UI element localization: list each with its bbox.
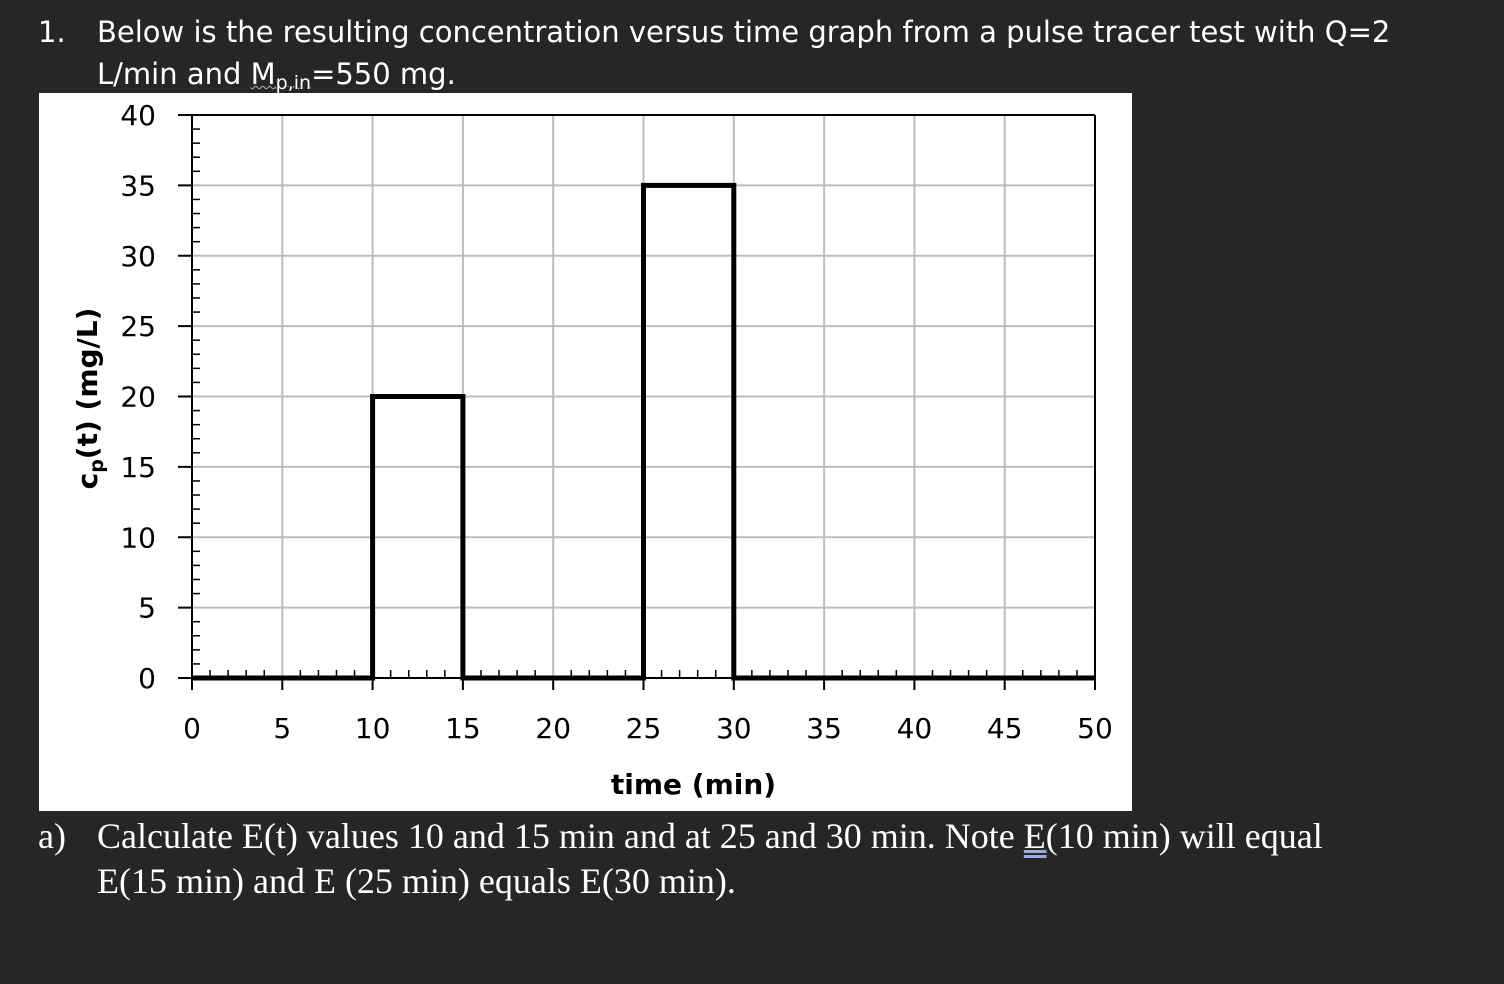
- part-a-line2: E(15 min) and E (25 min) equals E(30 min…: [97, 861, 736, 901]
- concentration-series-line: [192, 182, 1095, 681]
- y-tick-label: 35: [120, 169, 156, 202]
- x-tick-label: 45: [987, 712, 1023, 745]
- x-tick-label: 0: [183, 712, 201, 745]
- question-line2-suffix: =550 mg.: [311, 57, 456, 91]
- part-a-underlined-text: E(: [1023, 816, 1058, 856]
- y-tick-label: 20: [120, 381, 156, 414]
- question-text-line1: Below is the resulting concentration ver…: [97, 15, 1391, 49]
- question-number: 1.: [38, 15, 66, 49]
- x-tick-label: 5: [273, 712, 291, 745]
- y-tick-label: 5: [138, 592, 156, 625]
- y-tick-label: 25: [120, 310, 156, 343]
- x-tick-label: 20: [535, 712, 571, 745]
- x-tick-label: 40: [897, 712, 933, 745]
- y-tick-label: 15: [120, 451, 156, 484]
- y-tick-label: 30: [120, 240, 156, 273]
- mass-subscript: p,in: [275, 72, 312, 94]
- y-tick-label: 40: [120, 99, 156, 132]
- part-a-label: a): [38, 816, 66, 856]
- question-line2-prefix: L/min and: [97, 57, 251, 91]
- y-tick-label: 0: [138, 662, 156, 695]
- x-tick-label: 25: [626, 712, 662, 745]
- chart-area: 0 5 10 15 20 25 30 35 40 0 5 10 15 20 25 30 35 40 45 50 time…: [39, 93, 1132, 811]
- part-a-line1: Calculate E(t) values 10 and 15 min and …: [97, 814, 1323, 858]
- part-a-line1-suffix: 10 min) will equal: [1057, 816, 1323, 856]
- x-tick-label: 30: [716, 712, 752, 745]
- y-tick-label: 10: [120, 521, 156, 554]
- x-tick-label: 15: [445, 712, 481, 745]
- question-text-line2: L/min and Mp,in=550 mg.: [97, 56, 456, 94]
- x-tick-label: 35: [806, 712, 842, 745]
- concentration-time-chart: 0 5 10 15 20 25 30 35 40 0 5 10 15 20 25 30 35 40 45 50 time…: [71, 99, 1113, 801]
- mass-letter: M: [250, 57, 276, 91]
- x-axis-title: time (min): [611, 768, 776, 801]
- mass-symbol: Mp,in: [250, 57, 312, 94]
- y-axis-title: cp(t) (mg/L): [71, 308, 108, 490]
- x-tick-label: 10: [355, 712, 391, 745]
- part-a-line1-prefix: Calculate E(t) values 10 and 15 min and …: [97, 816, 1024, 856]
- x-tick-label: 50: [1077, 712, 1113, 745]
